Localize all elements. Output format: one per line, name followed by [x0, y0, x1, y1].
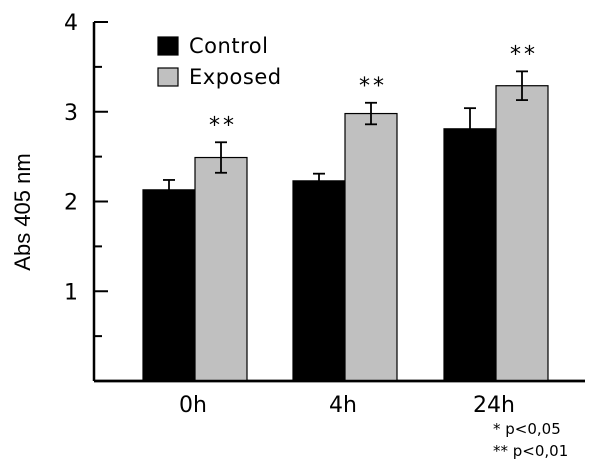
bars	[142, 85, 549, 382]
bar-control-0h	[142, 189, 196, 382]
legend-swatch-control	[157, 36, 179, 56]
significance-mark: **	[510, 42, 538, 67]
significance-mark: **	[359, 74, 387, 99]
legend-label-control: Control	[189, 34, 268, 58]
x-category-label: 4h	[329, 393, 357, 418]
legend-swatch-exposed	[157, 67, 179, 87]
bar-exposed-4h	[344, 112, 398, 382]
bar-control-24h	[443, 128, 497, 382]
x-category-label: 24h	[473, 393, 515, 418]
footnote: * p<0,05	[493, 420, 561, 438]
bar-exposed-0h	[194, 156, 248, 382]
bar-exposed-24h	[495, 85, 549, 382]
y-tick-label: 1	[64, 280, 78, 305]
x-category-label: 0h	[179, 393, 207, 418]
y-tick-label: 4	[64, 11, 78, 36]
legend-label-exposed: Exposed	[189, 65, 282, 89]
error-bars	[94, 70, 585, 383]
y-tick-label: 2	[64, 191, 78, 216]
y-axis-label: Abs 405 nm	[10, 153, 35, 270]
significance-marks: ** ** **	[209, 42, 538, 138]
footnote: ** p<0,01	[493, 442, 568, 460]
bar-control-4h	[292, 180, 346, 382]
legend: Control Exposed	[157, 34, 282, 89]
y-tick-label: 3	[64, 101, 78, 126]
footnotes: * p<0,05 ** p<0,01	[493, 420, 568, 460]
significance-mark: **	[209, 113, 237, 138]
